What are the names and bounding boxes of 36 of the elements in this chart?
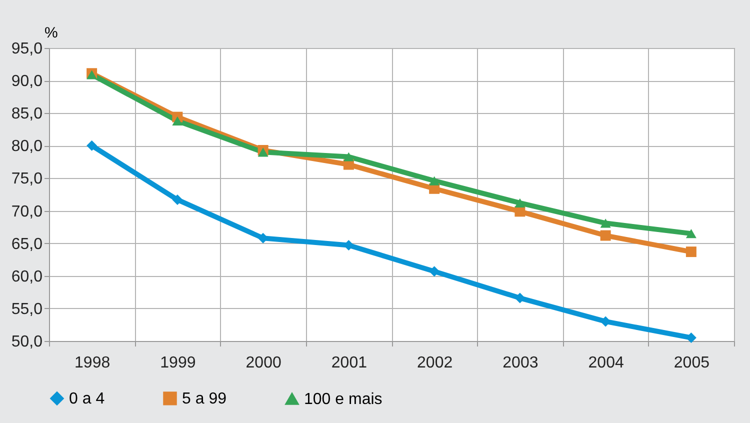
y-tick-label: 85,0: [11, 106, 43, 123]
point: [172, 116, 183, 126]
point: [600, 316, 611, 327]
y-tick-label: 65,0: [11, 236, 43, 253]
y-tick-label: 75,0: [11, 170, 43, 188]
point: [514, 198, 526, 208]
point: [514, 292, 526, 304]
y-tick-label: 70,0: [11, 203, 43, 220]
point: [172, 194, 183, 205]
point: [258, 148, 268, 157]
x-tick-label: 1998: [74, 354, 110, 372]
x-tick-label: 1999: [160, 354, 196, 372]
y-axis-title: %: [44, 24, 58, 42]
point: [86, 140, 98, 151]
x-tick-label: 2000: [246, 354, 282, 372]
y-tick-label: 95,0: [11, 40, 43, 58]
point: [686, 229, 696, 238]
x-tick-label: 2005: [674, 354, 710, 372]
y-tick-label: 90,0: [11, 73, 43, 90]
point: [686, 246, 696, 258]
y-tick-label: 60,0: [11, 268, 43, 286]
point: [429, 176, 440, 186]
legend-label: 100 e mais: [304, 390, 382, 408]
point: [343, 152, 354, 162]
point: [429, 266, 440, 277]
point: [600, 218, 611, 228]
x-tick-label: 2002: [417, 354, 453, 372]
x-tick-label: 2003: [502, 354, 538, 372]
x-tick-label: 2004: [588, 354, 624, 372]
point: [600, 230, 611, 241]
y-tick-label: 55,0: [11, 300, 43, 318]
y-tick-label: 80,0: [11, 138, 43, 156]
y-tick-label: 50,0: [11, 334, 43, 350]
x-tick-label: 2001: [331, 354, 368, 372]
legend-label: 0 a 4: [69, 390, 105, 408]
legend-label: 5 a 99: [182, 390, 227, 408]
